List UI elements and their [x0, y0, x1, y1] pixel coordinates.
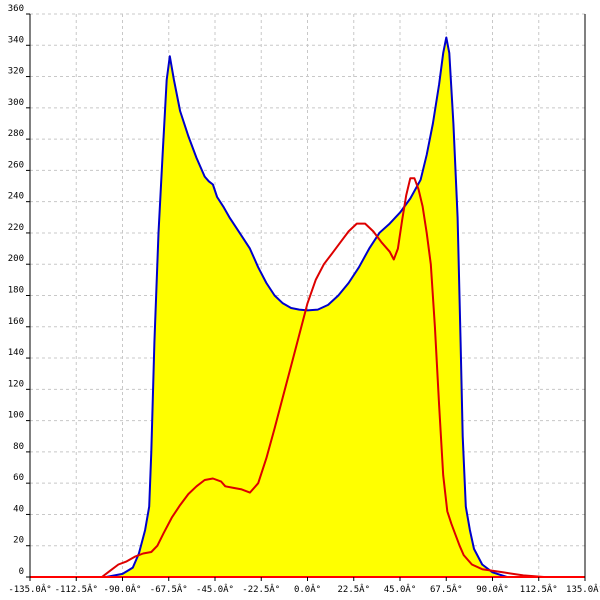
x-tick-label: 22.5Â° [337, 583, 370, 595]
y-tick-label: 160 [8, 317, 24, 327]
x-tick-label: -112.5Â° [55, 583, 98, 595]
y-tick-label: 340 [8, 35, 24, 45]
axes [26, 13, 586, 581]
x-tick-label: 112.5Â° [520, 583, 558, 595]
y-tick-label: 280 [8, 129, 24, 139]
y-tick-label: 0 [19, 567, 24, 577]
y-tick-label: 180 [8, 286, 24, 296]
tick-labels: 0 20 40 60 80 100 120 140 160 180 200 220 240 260 280 3… [8, 4, 600, 595]
y-tick-label: 220 [8, 223, 24, 233]
y-tick-label: 240 [8, 192, 24, 202]
y-tick-label: 120 [8, 379, 24, 389]
x-tick-label: -90.0Â° [104, 583, 142, 595]
y-tick-label: 100 [8, 411, 24, 421]
x-tick-label: 45.0Â° [384, 583, 417, 595]
x-tick-label: -135.0Â° [8, 583, 51, 595]
series-line [101, 177, 585, 578]
series-area-outline [105, 36, 508, 578]
y-tick-label: 360 [8, 4, 24, 14]
x-tick-label: 67.5Â° [430, 583, 463, 595]
series-area-fill [106, 37, 507, 577]
y-tick-label: 60 [13, 473, 24, 483]
y-tick-label: 260 [8, 160, 24, 170]
x-tick-label: 135.0Â° [566, 583, 600, 595]
y-tick-label: 40 [13, 504, 24, 514]
x-tick-label: 90.0Â° [476, 583, 509, 595]
x-tick-label: -45.0Â° [196, 583, 234, 595]
y-tick-label: 20 [13, 536, 24, 546]
y-tick-label: 200 [8, 254, 24, 264]
x-tick-label: 0.0Â° [294, 583, 321, 595]
x-tick-label: -67.5Â° [150, 583, 188, 595]
y-tick-label: 140 [8, 348, 24, 358]
y-tick-label: 300 [8, 98, 24, 108]
x-tick-label: -22.5Â° [242, 583, 280, 595]
y-tick-label: 320 [8, 67, 24, 77]
y-tick-label: 80 [13, 442, 24, 452]
